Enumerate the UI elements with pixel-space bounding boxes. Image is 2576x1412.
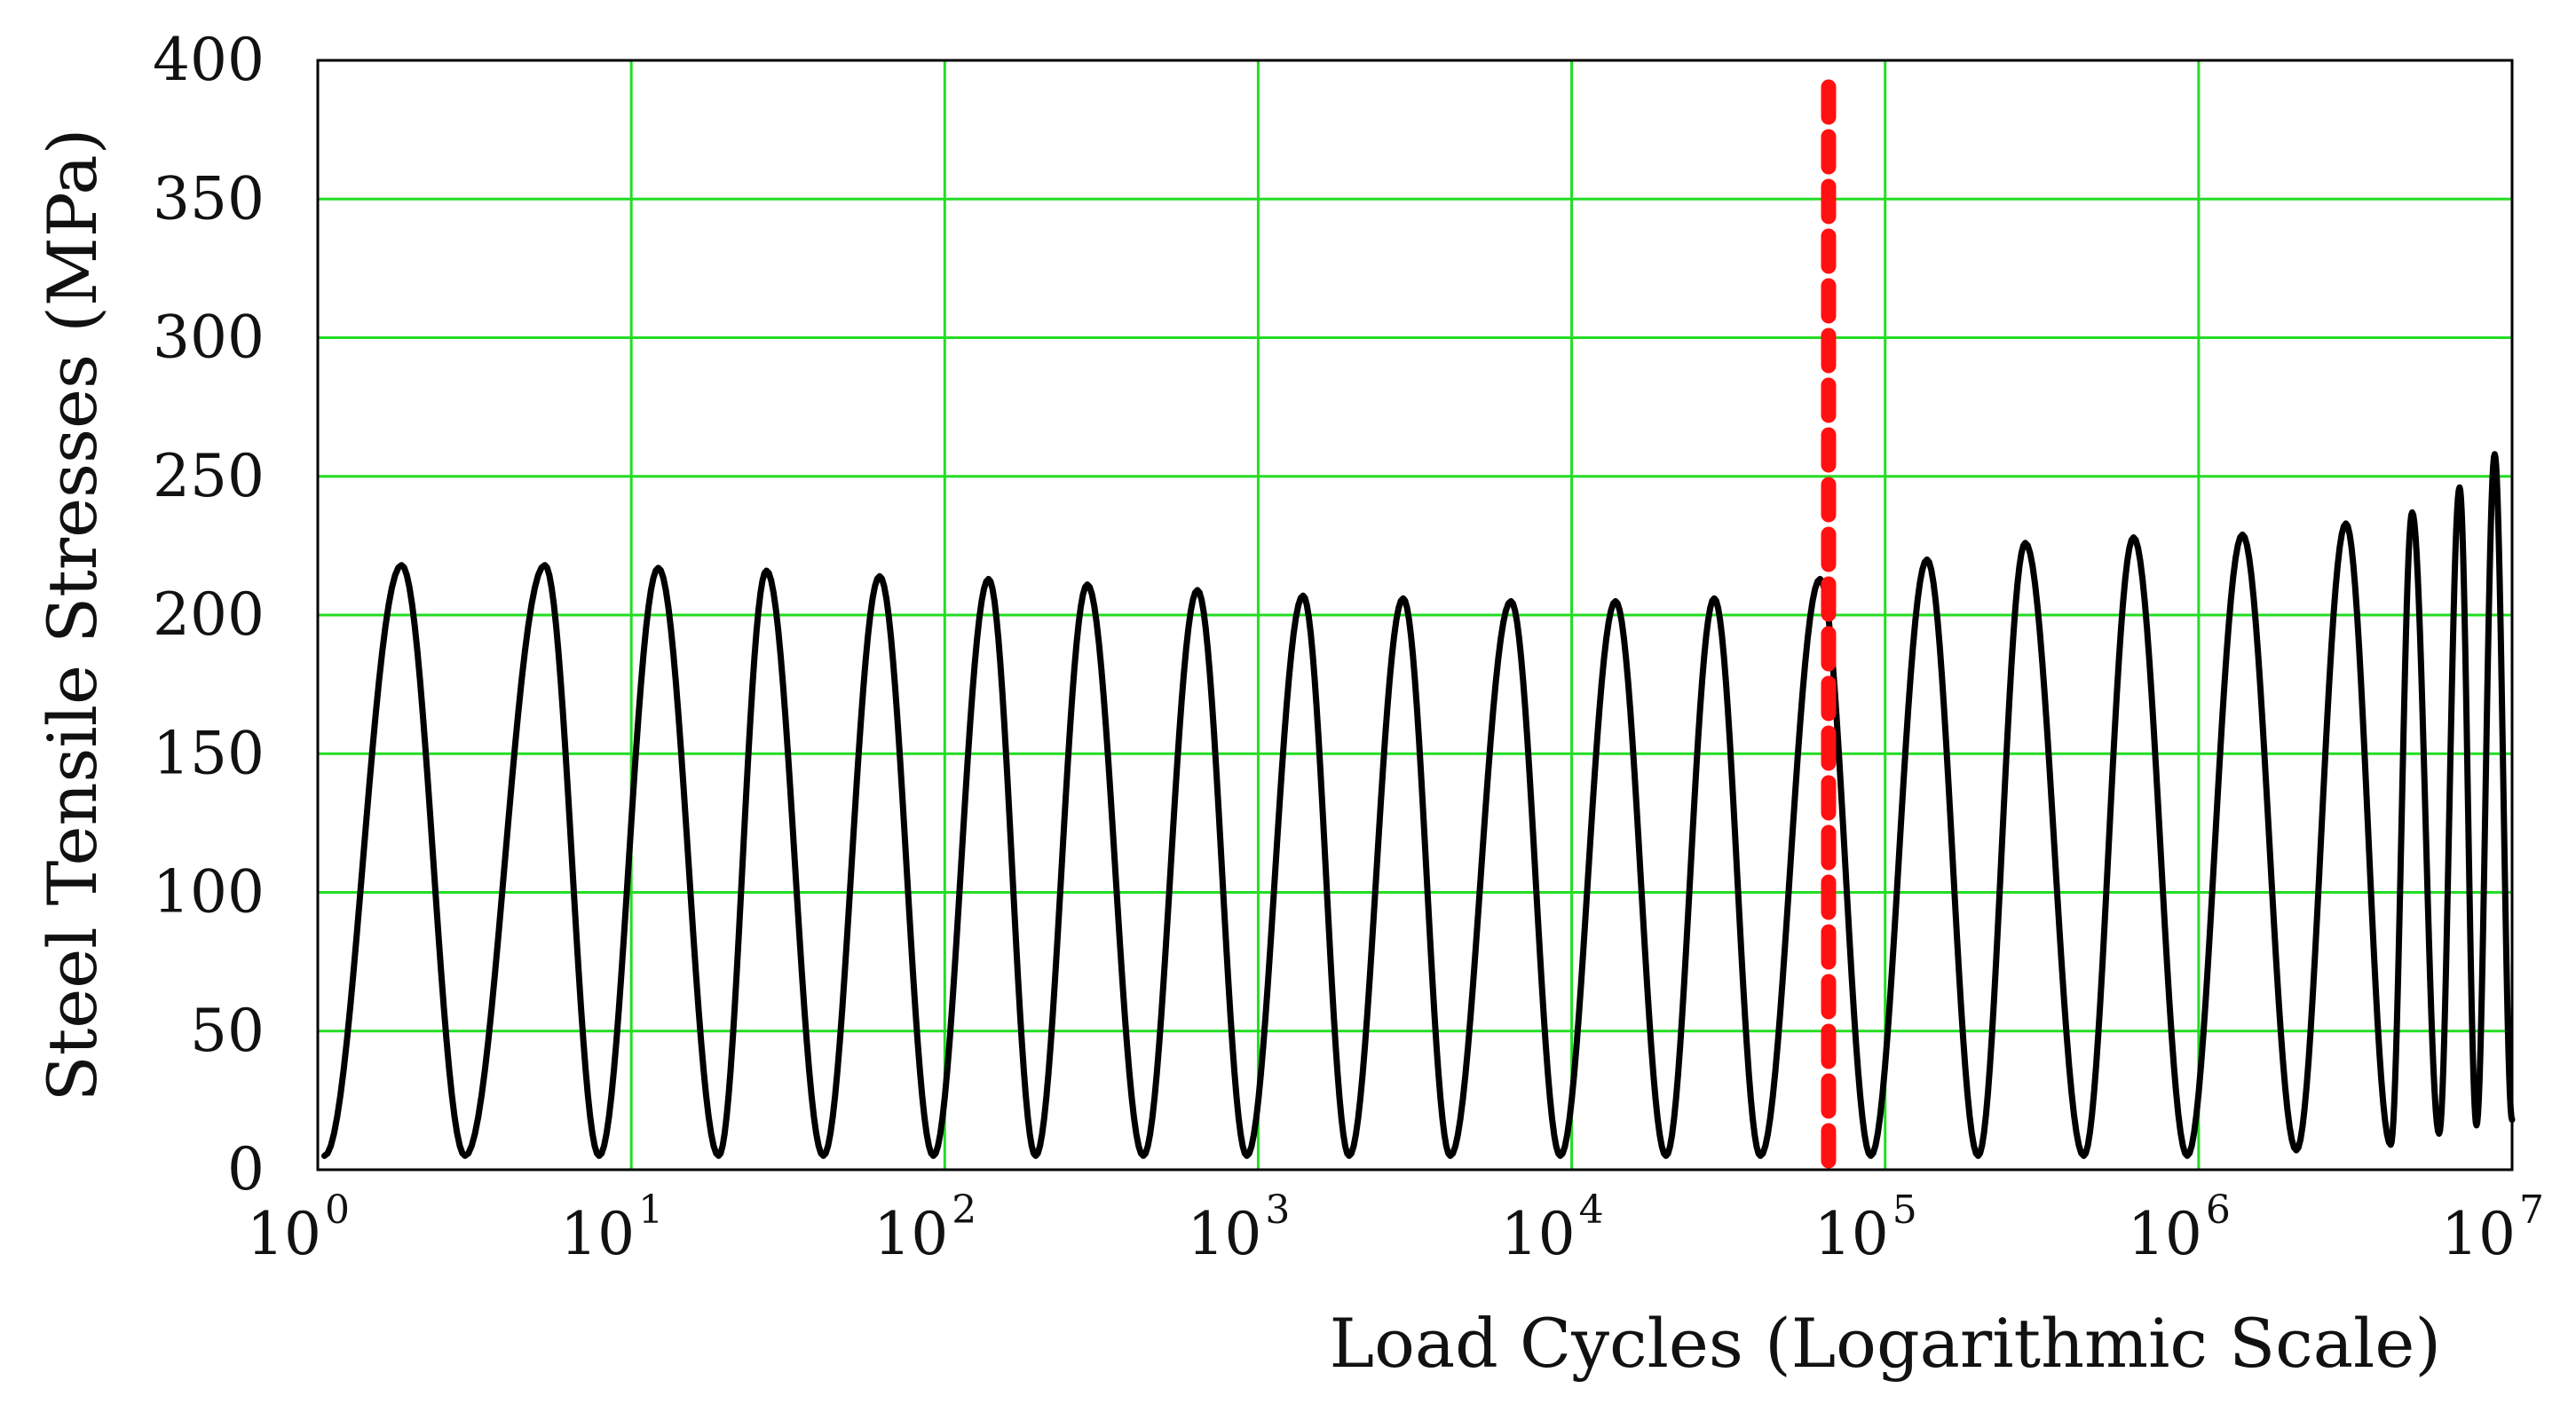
grid <box>316 59 2514 1171</box>
x-tick-exponent: 0 <box>325 1187 350 1233</box>
x-tick-label: 10 5 <box>1814 1187 1917 1268</box>
y-tick-label: 50 <box>190 997 265 1065</box>
y-tick-label: 350 <box>153 164 265 233</box>
y-tick-label: 0 <box>227 1135 265 1203</box>
x-tick-base: 10 <box>1187 1200 1261 1268</box>
x-tick-exponent: 4 <box>1579 1187 1604 1233</box>
plot-frame <box>316 59 2514 1171</box>
x-tick-base: 10 <box>1501 1200 1576 1268</box>
x-tick-exponent: 5 <box>1892 1187 1917 1233</box>
y-tick-label: 250 <box>153 442 265 510</box>
y-tick-label: 400 <box>153 26 265 94</box>
y-tick-label: 300 <box>153 304 265 372</box>
stress-series-line <box>320 451 2516 1159</box>
x-tick-exponent: 2 <box>952 1187 976 1233</box>
x-tick-label: 10 3 <box>1187 1187 1290 1268</box>
y-tick-label: 150 <box>153 719 265 787</box>
x-tick-label: 10 7 <box>2441 1187 2544 1268</box>
y-axis-ticks: 0 50 100 150 200 250 300 350 400 <box>153 26 265 1203</box>
y-tick-label: 200 <box>153 580 265 649</box>
x-tick-label: 10 2 <box>873 1187 976 1268</box>
x-tick-label: 10 4 <box>1501 1187 1604 1268</box>
x-tick-base: 10 <box>2441 1200 2516 1268</box>
x-tick-exponent: 1 <box>638 1187 663 1233</box>
x-axis-label: Load Cycles (Logarithmic Scale) <box>1330 1304 2441 1383</box>
x-tick-label: 10 1 <box>560 1187 663 1268</box>
x-tick-base: 10 <box>247 1200 321 1268</box>
y-tick-label: 100 <box>153 858 265 927</box>
x-tick-exponent: 6 <box>2206 1187 2231 1233</box>
y-axis-label: Steel Tensile Stresses (MPa) <box>33 129 112 1102</box>
x-tick-base: 10 <box>560 1200 635 1268</box>
x-axis-ticks: 10 0 10 1 10 2 10 3 10 4 10 5 10 6 10 7 <box>247 1187 2544 1268</box>
series-layer <box>320 451 2516 1159</box>
x-tick-base: 10 <box>1814 1200 1889 1268</box>
x-tick-exponent: 7 <box>2519 1187 2544 1233</box>
x-tick-label: 10 0 <box>247 1187 350 1268</box>
x-tick-base: 10 <box>2128 1200 2202 1268</box>
x-tick-exponent: 3 <box>1265 1187 1290 1233</box>
x-tick-label: 10 6 <box>2128 1187 2231 1268</box>
x-tick-base: 10 <box>873 1200 948 1268</box>
